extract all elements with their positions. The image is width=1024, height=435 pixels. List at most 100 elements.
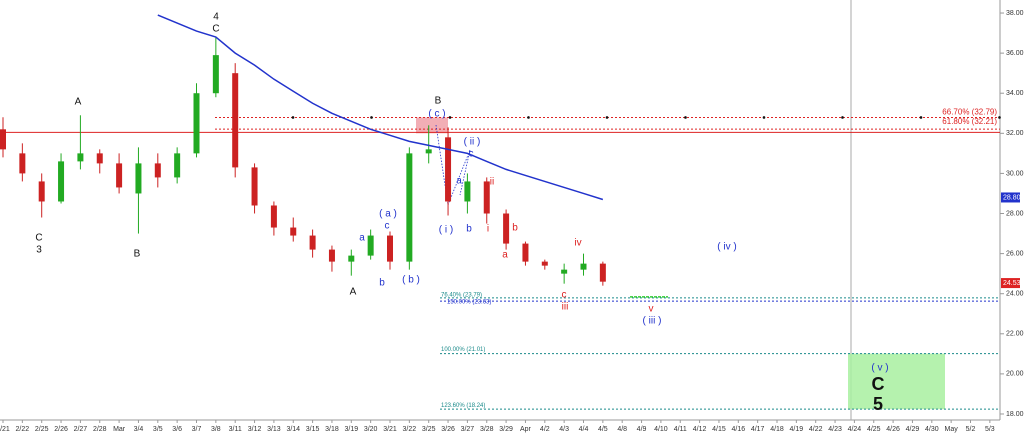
- level-label: 123.60% (18.24): [441, 403, 485, 409]
- level-dot: [605, 116, 609, 119]
- candle-body: [251, 167, 258, 206]
- x-tick-label: 3/27: [461, 426, 475, 433]
- wave-label: b: [512, 223, 518, 234]
- x-tick-label: 4/11: [674, 426, 687, 433]
- wave-label: i: [487, 224, 489, 235]
- x-tick-label: 4/29: [906, 426, 920, 433]
- level-dot: [998, 116, 1001, 119]
- wave-label: C: [35, 233, 42, 244]
- y-tick-label: 30.00: [1006, 170, 1024, 177]
- candle-body: [580, 263, 587, 270]
- wave-label: ( b ): [402, 275, 420, 286]
- x-tick-label: 4/4: [579, 426, 589, 433]
- wave-label: ( a ): [379, 209, 397, 220]
- wave-label: ( ii ): [464, 137, 481, 148]
- wave-label: b: [379, 278, 385, 289]
- price-label: 28.80: [1003, 194, 1021, 201]
- x-tick-label: 5/2: [966, 426, 976, 433]
- candle-body: [406, 153, 413, 262]
- x-tick-label: 3/12: [248, 426, 262, 433]
- candle-body: [445, 137, 452, 202]
- level-label: 100.00% (21.01): [441, 347, 485, 353]
- x-tick-label: 2/28: [93, 426, 107, 433]
- x-tick-label: 4/12: [693, 426, 707, 433]
- level-dot: [370, 116, 373, 119]
- x-tick-label: 4/2: [540, 426, 550, 433]
- candle-body: [425, 149, 432, 154]
- x-tick-label: 4/30: [925, 426, 939, 433]
- x-tick-label: 3/26: [441, 426, 455, 433]
- candle-body: [193, 93, 200, 154]
- x-tick-label: Apr: [520, 426, 532, 433]
- candle-body: [174, 153, 181, 178]
- wave-label: v: [649, 304, 654, 315]
- candle-body: [96, 153, 103, 164]
- x-tick-label: 4/17: [751, 426, 765, 433]
- wave-label: A: [75, 97, 82, 108]
- level-dot: [291, 116, 295, 119]
- y-tick-label: 32.00: [1006, 130, 1024, 137]
- level-dot: [527, 116, 530, 119]
- wave-label: ( iv ): [717, 242, 736, 253]
- x-tick-label: 3/6: [172, 426, 182, 433]
- x-tick-label: 3/15: [306, 426, 320, 433]
- candle-body: [561, 269, 568, 274]
- level-label: 76.40% (23.79): [441, 292, 482, 298]
- candle-body: [522, 243, 529, 262]
- wave-label: A: [350, 287, 357, 298]
- x-tick-label: 3/7: [192, 426, 202, 433]
- wave-label: ( c ): [428, 109, 445, 120]
- wave-label: iv: [574, 238, 581, 249]
- wave-label: B: [134, 249, 141, 260]
- y-tick-label: 20.00: [1006, 371, 1024, 378]
- candle-body: [309, 235, 316, 250]
- x-tick-label: 3/25: [422, 426, 436, 433]
- candle-body: [503, 213, 510, 244]
- level-dot: [448, 116, 452, 119]
- wave-label: c: [562, 290, 567, 301]
- candle-body: [290, 227, 297, 236]
- candle-body: [328, 249, 335, 262]
- candle-body: [38, 181, 45, 202]
- x-tick-label: 2/25: [35, 426, 49, 433]
- x-tick-label: 3/11: [229, 426, 242, 433]
- x-tick-label: 3/28: [480, 426, 494, 433]
- x-tick-label: May: [945, 426, 959, 433]
- level-dot: [762, 116, 766, 119]
- x-tick-label: 4/10: [654, 426, 668, 433]
- x-tick-label: Mar: [113, 426, 126, 433]
- wave-label: a: [359, 233, 365, 244]
- price-label: 24.53: [1003, 280, 1021, 287]
- x-tick-label: 4/26: [886, 426, 900, 433]
- candle-body: [58, 161, 65, 202]
- candle-body: [232, 73, 239, 168]
- x-tick-label: 3/20: [364, 426, 378, 433]
- level-label: 66.70% (32.79): [942, 108, 997, 117]
- x-tick-label: 4/25: [867, 426, 881, 433]
- x-tick-label: 4/19: [790, 426, 804, 433]
- candle-body: [599, 263, 606, 282]
- y-tick-label: 38.00: [1006, 10, 1024, 17]
- wave-label: 3: [36, 245, 42, 256]
- wave-label: c: [385, 221, 390, 232]
- wave-label: 5: [873, 394, 883, 414]
- x-tick-label: 3/18: [325, 426, 339, 433]
- wave-label: C: [212, 24, 219, 35]
- candle-body: [387, 235, 393, 262]
- x-tick-label: 2/26: [54, 426, 68, 433]
- candle-body: [348, 255, 355, 262]
- candle-body: [367, 235, 374, 256]
- wave-label: ( i ): [439, 225, 453, 236]
- x-tick-label: 3/4: [134, 426, 144, 433]
- x-tick-label: 3/21: [383, 426, 397, 433]
- x-tick-label: 4/22: [809, 426, 823, 433]
- x-tick-label: 4/18: [770, 426, 784, 433]
- wave-label: a: [456, 176, 462, 187]
- moving-average: [157, 14, 604, 201]
- wave-label: C: [872, 374, 885, 394]
- candle-body: [464, 181, 471, 202]
- wave-label: ii: [490, 177, 494, 188]
- y-tick-label: 36.00: [1006, 50, 1024, 57]
- x-tick-label: 3/19: [344, 426, 358, 433]
- x-tick-label: 4/16: [731, 426, 745, 433]
